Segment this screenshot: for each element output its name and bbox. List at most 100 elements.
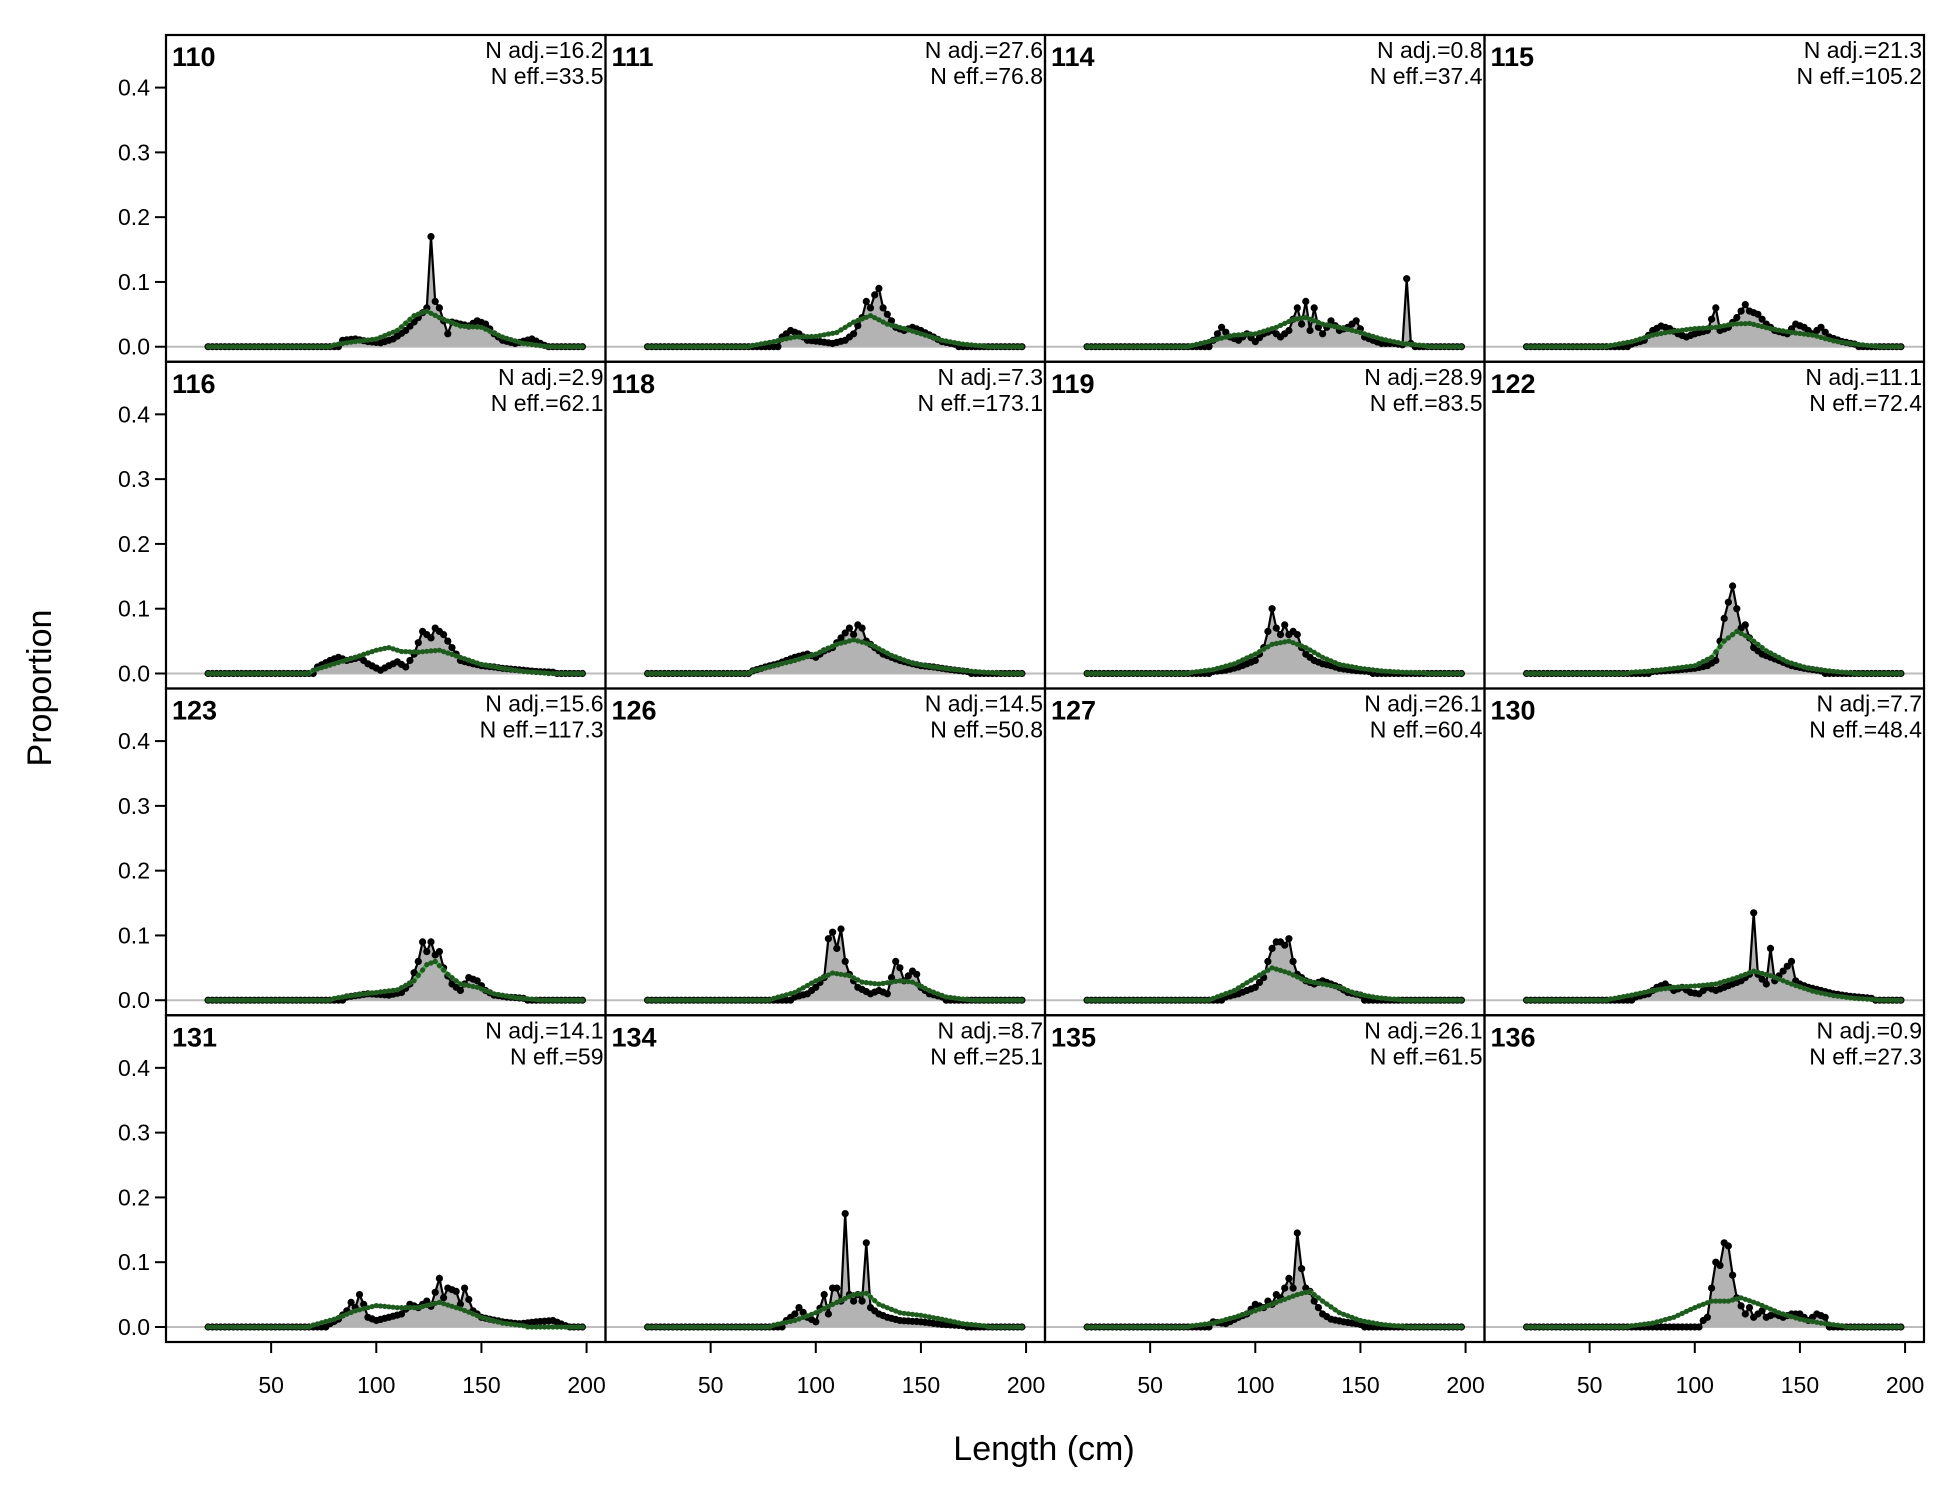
expected-point xyxy=(1006,344,1012,350)
expected-point xyxy=(1553,344,1559,350)
expected-point xyxy=(1189,342,1195,348)
expected-point xyxy=(1692,663,1698,669)
expected-point xyxy=(1557,670,1563,677)
expected-point xyxy=(390,987,396,994)
expected-point xyxy=(989,670,996,676)
panel-115: 115 N adj.=21.3N eff.=105.2 xyxy=(1483,33,1926,363)
expected-point xyxy=(804,654,811,660)
expected-point xyxy=(1545,344,1551,350)
observed-point xyxy=(1285,935,1293,943)
expected-point xyxy=(1332,983,1338,990)
panel-label: 136 xyxy=(1491,1022,1536,1052)
expected-point xyxy=(546,1324,552,1330)
expected-point xyxy=(1202,668,1208,674)
expected-point xyxy=(1231,661,1237,667)
expected-point xyxy=(1118,670,1124,677)
expected-point xyxy=(1654,987,1660,993)
observed-point xyxy=(1276,631,1285,639)
observed-point xyxy=(427,938,435,946)
expected-point xyxy=(893,654,899,660)
expected-point xyxy=(1357,1317,1363,1324)
expected-point xyxy=(1206,667,1212,673)
expected-point xyxy=(703,997,710,1003)
y-tick-label: 0.0 xyxy=(118,660,150,686)
expected-point xyxy=(1650,1320,1656,1326)
expected-point xyxy=(1105,670,1111,677)
expected-point xyxy=(859,979,865,985)
observed-area xyxy=(647,288,1022,347)
expected-point xyxy=(1847,1324,1853,1330)
expected-point xyxy=(356,1307,363,1313)
expected-point xyxy=(1561,1324,1567,1330)
expected-point xyxy=(888,652,895,658)
expected-point xyxy=(1772,1308,1778,1314)
expected-point xyxy=(1763,648,1769,654)
expected-point xyxy=(1248,1309,1254,1315)
expected-point xyxy=(1755,1301,1761,1307)
expected-point xyxy=(1134,1324,1141,1330)
expected-point xyxy=(411,313,417,319)
expected-point xyxy=(956,996,962,1002)
expected-point xyxy=(483,987,489,994)
expected-point xyxy=(952,340,958,346)
expected-point xyxy=(1420,997,1427,1003)
expected-point xyxy=(1574,1324,1580,1330)
expected-point xyxy=(762,340,768,346)
expected-point xyxy=(1151,344,1157,350)
expected-point xyxy=(1831,1322,1837,1328)
expected-point xyxy=(905,327,911,333)
expected-point xyxy=(1877,997,1883,1003)
expected-point xyxy=(1349,664,1355,670)
expected-point xyxy=(529,1324,535,1330)
expected-point xyxy=(1524,997,1530,1003)
expected-point xyxy=(1818,990,1824,996)
expected-point xyxy=(1772,326,1778,332)
expected-point xyxy=(1885,344,1891,350)
expected-point xyxy=(1425,670,1431,677)
expected-point xyxy=(441,649,447,655)
expected-point xyxy=(1671,1314,1677,1320)
expected-point xyxy=(1143,670,1149,677)
expected-point xyxy=(935,664,941,671)
expected-point xyxy=(788,991,794,997)
observed-point xyxy=(1293,1229,1301,1237)
expected-point xyxy=(1826,992,1832,998)
expected-point xyxy=(708,1324,714,1330)
expected-point xyxy=(741,997,747,1003)
expected-point xyxy=(926,333,932,339)
expected-point xyxy=(1458,1324,1464,1330)
expected-point xyxy=(1198,668,1204,674)
expected-point xyxy=(1683,327,1689,333)
expected-point xyxy=(449,320,455,326)
expected-point xyxy=(1730,632,1736,638)
expected-point xyxy=(293,1324,299,1330)
expected-point xyxy=(1189,669,1195,675)
expected-point xyxy=(653,344,659,350)
expected-point xyxy=(1433,670,1439,677)
expected-point xyxy=(340,994,346,1000)
observed-point xyxy=(1264,957,1272,966)
expected-point xyxy=(674,1324,680,1330)
expected-point xyxy=(1629,339,1635,345)
expected-point xyxy=(285,997,291,1003)
expected-point xyxy=(1709,654,1715,660)
expected-point xyxy=(327,662,333,668)
expected-point xyxy=(1738,1295,1744,1301)
expected-point xyxy=(930,989,937,995)
expected-point xyxy=(1696,325,1702,331)
expected-point xyxy=(956,1320,962,1326)
expected-point xyxy=(1088,1324,1094,1330)
expected-point xyxy=(487,663,493,669)
expected-point xyxy=(495,1319,501,1325)
expected-point xyxy=(268,344,274,350)
expected-point xyxy=(729,344,735,350)
expected-point xyxy=(762,665,768,671)
observed-point xyxy=(866,304,875,312)
expected-point xyxy=(310,997,316,1003)
expected-point xyxy=(800,1314,806,1320)
expected-point xyxy=(968,997,975,1003)
expected-point xyxy=(306,344,312,350)
observed-point xyxy=(435,948,443,956)
expected-point xyxy=(1097,1324,1103,1330)
observed-point xyxy=(1737,1302,1745,1310)
